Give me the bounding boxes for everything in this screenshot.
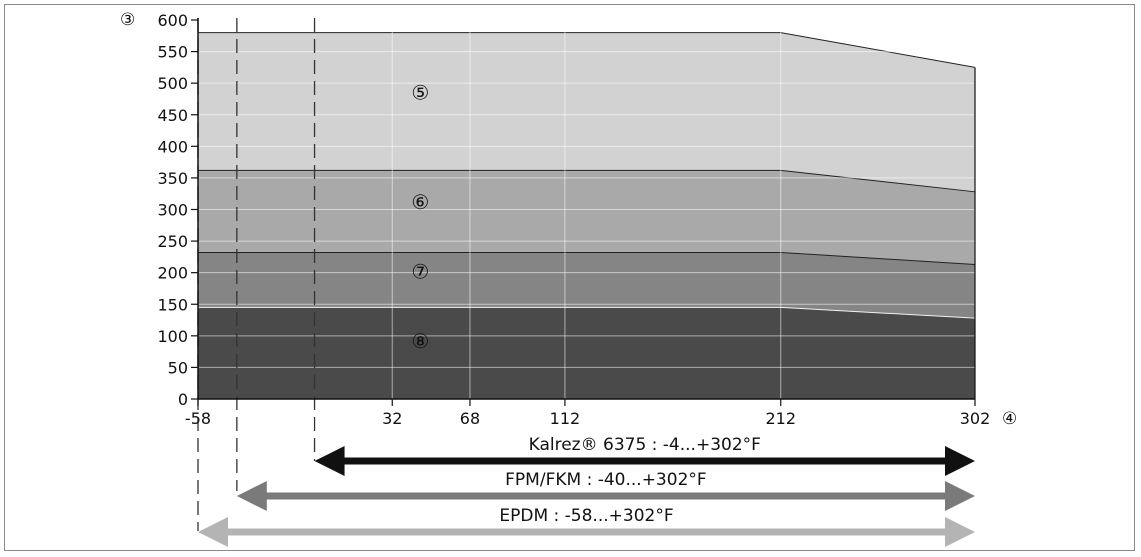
region-label: ⑦ <box>411 259 429 283</box>
x-tick-label: 212 <box>765 409 796 428</box>
range-arrow-head-left <box>198 517 228 547</box>
y-tick-label: 150 <box>157 295 188 314</box>
y-tick-label: 300 <box>157 201 188 220</box>
y-axis-marker: ③ <box>120 10 135 30</box>
range-arrow-head-right <box>945 446 975 476</box>
x-tick-label: 32 <box>382 409 402 428</box>
y-tick-label: 200 <box>157 264 188 283</box>
range-arrow-head-right <box>945 517 975 547</box>
figure-frame <box>4 4 1135 551</box>
y-tick-label: 600 <box>157 11 188 30</box>
range-label: Kalrez® 6375 : -4...+302°F <box>529 435 761 455</box>
x-tick-label: 68 <box>460 409 480 428</box>
y-tick-label: 500 <box>157 74 188 93</box>
range-arrow-head-left <box>314 446 345 476</box>
y-tick-label: 100 <box>157 327 188 346</box>
y-tick-label: 550 <box>157 43 188 62</box>
range-label: EPDM : -58...+302°F <box>499 506 673 526</box>
temperature-ranges: Kalrez® 6375 : -4...+302°F FPM/FKM : -40.… <box>198 435 975 547</box>
y-tick-labels: 0 50 100 150 200 250 300 350 400 450 500 550 600 <box>157 11 198 409</box>
y-tick-label: 350 <box>157 169 188 188</box>
region-label: ⑤ <box>411 81 429 105</box>
range-label: FPM/FKM : -40...+302°F <box>505 470 707 490</box>
y-tick-label: 400 <box>157 137 188 156</box>
y-tick-label: 50 <box>168 358 188 377</box>
x-tick-label: 112 <box>550 409 581 428</box>
range-arrow-head-right <box>945 481 975 511</box>
range-arrow-head-left <box>236 481 267 511</box>
x-tick-labels: -58 32 68 112 212 302 <box>185 399 990 428</box>
region-labels: ⑤ ⑥ ⑦ ⑧ <box>411 81 429 353</box>
x-axis-marker: ④ <box>1002 409 1017 429</box>
region-label: ⑧ <box>411 329 429 353</box>
x-tick-label: -58 <box>185 409 211 428</box>
region-label: ⑥ <box>411 190 429 214</box>
y-tick-label: 250 <box>157 232 188 251</box>
x-tick-label: 302 <box>960 409 991 428</box>
y-tick-label: 450 <box>157 106 188 125</box>
y-tick-label: 0 <box>178 390 188 409</box>
